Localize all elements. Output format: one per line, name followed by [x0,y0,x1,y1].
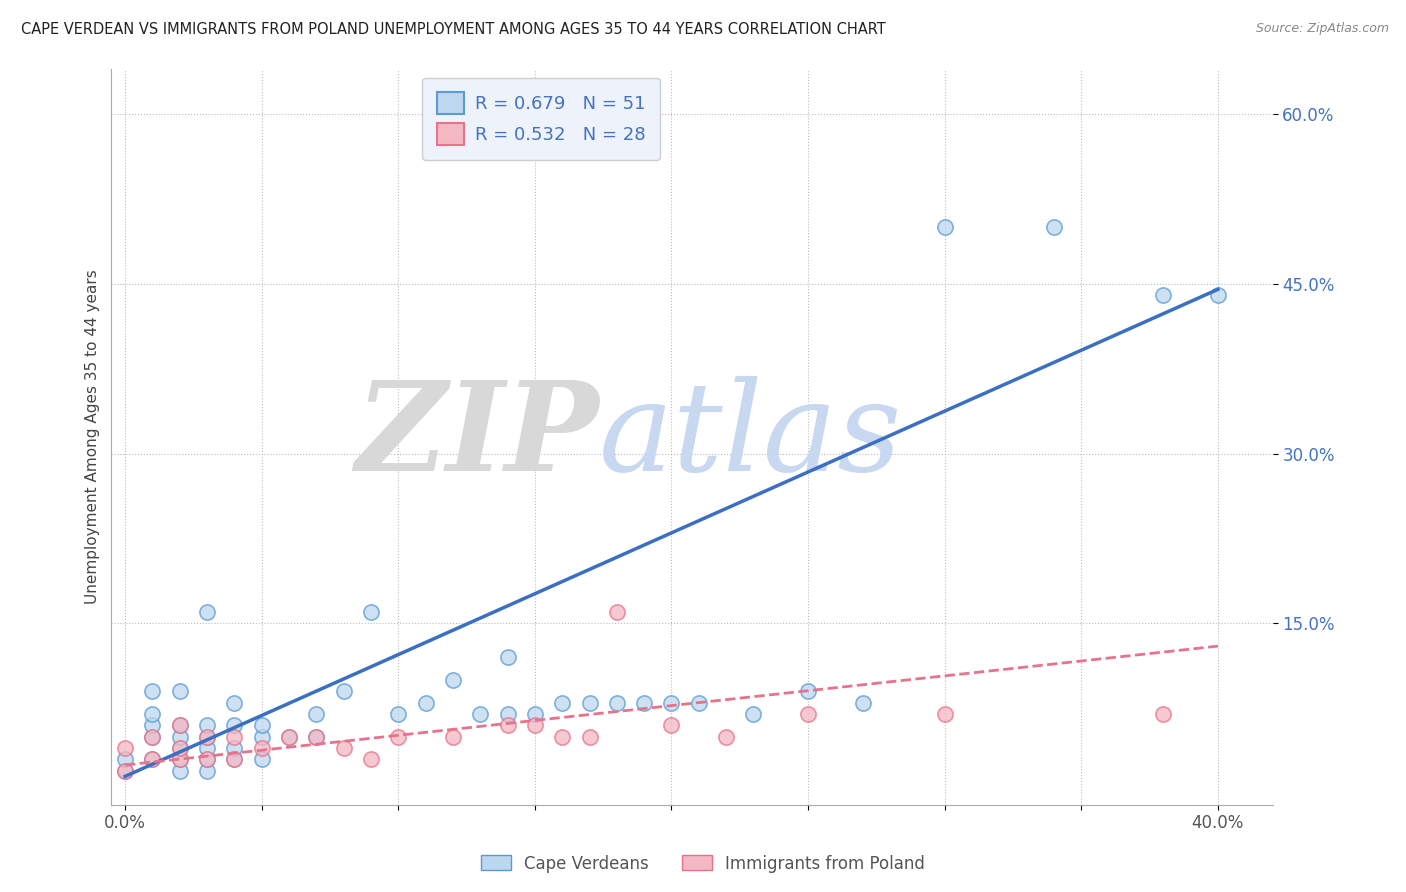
Point [141,684,163,698]
Point [661,696,683,710]
Point [606,696,628,710]
Point [415,696,437,710]
Point [387,707,409,722]
Point [934,220,956,235]
Point [195,752,218,766]
Point [141,730,163,744]
Point [332,741,354,756]
Point [470,707,492,722]
Point [224,752,246,766]
Point [797,684,820,698]
Point [250,752,273,766]
Point [852,696,875,710]
Point [195,718,218,732]
Point [169,684,191,698]
Point [114,764,136,778]
Point [551,696,574,710]
Point [496,707,519,722]
Point [195,730,218,744]
Point [1206,288,1229,302]
Point [305,707,328,722]
Point [606,605,628,619]
Point [360,605,382,619]
Point [551,730,574,744]
Point [169,741,191,756]
Point [742,707,765,722]
Point [195,605,218,619]
Point [305,730,328,744]
Point [523,707,546,722]
Point [169,718,191,732]
Point [387,730,409,744]
Text: atlas: atlas [599,376,903,498]
Point [114,752,136,766]
Point [169,741,191,756]
Point [1152,288,1174,302]
Point [141,707,163,722]
Point [114,741,136,756]
Point [661,718,683,732]
Point [169,752,191,766]
Point [441,673,464,687]
Point [195,730,218,744]
Point [169,764,191,778]
Point [1043,220,1066,235]
Point [278,730,301,744]
Point [250,718,273,732]
Point [688,696,710,710]
Point [224,718,246,732]
Point [195,741,218,756]
Point [360,752,382,766]
Point [496,650,519,665]
Point [441,730,464,744]
Point [1152,707,1174,722]
Point [141,718,163,732]
Point [578,730,600,744]
Point [714,730,737,744]
Point [169,730,191,744]
Point [633,696,655,710]
Point [278,730,301,744]
Point [496,718,519,732]
Point [250,741,273,756]
Point [305,730,328,744]
Point [224,741,246,756]
Text: ZIP: ZIP [356,376,599,498]
Point [250,730,273,744]
Point [224,696,246,710]
Point [224,752,246,766]
Point [114,764,136,778]
Text: Source: ZipAtlas.com: Source: ZipAtlas.com [1256,22,1389,36]
Point [578,696,600,710]
Point [169,718,191,732]
Point [934,707,956,722]
Point [195,752,218,766]
Point [141,730,163,744]
Point [169,752,191,766]
Point [523,718,546,732]
Legend: Cape Verdeans, Immigrants from Poland: Cape Verdeans, Immigrants from Poland [474,848,932,880]
Y-axis label: Unemployment Among Ages 35 to 44 years: Unemployment Among Ages 35 to 44 years [86,269,100,604]
Point [195,764,218,778]
Point [141,752,163,766]
Legend: R = 0.679   N = 51, R = 0.532   N = 28: R = 0.679 N = 51, R = 0.532 N = 28 [422,78,659,160]
Point [797,707,820,722]
Text: CAPE VERDEAN VS IMMIGRANTS FROM POLAND UNEMPLOYMENT AMONG AGES 35 TO 44 YEARS CO: CAPE VERDEAN VS IMMIGRANTS FROM POLAND U… [21,22,886,37]
Point [332,684,354,698]
Point [224,730,246,744]
Point [141,752,163,766]
